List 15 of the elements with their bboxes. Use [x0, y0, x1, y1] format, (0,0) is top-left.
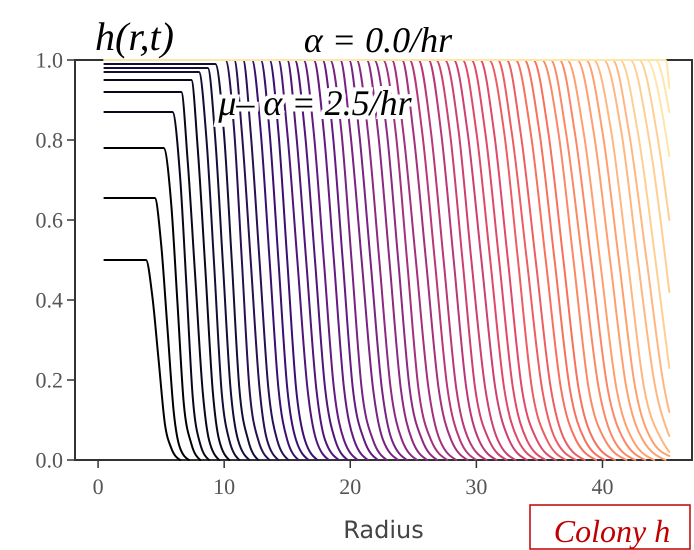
y-tick-label: 0.0	[36, 448, 63, 473]
x-tick-label: 20	[339, 474, 362, 499]
y-tick-label: 0.4	[36, 288, 63, 313]
x-tick-label: 0	[92, 474, 104, 499]
text: Colony h	[554, 513, 670, 549]
y-tick-label: 0.2	[36, 368, 63, 393]
y-tick-label: 0.6	[36, 208, 63, 233]
annotation: α = 0.0/hr	[304, 20, 454, 60]
x-axis-title: Radius	[343, 516, 424, 544]
y-axis-title: h(r,t)	[95, 14, 174, 59]
x-tick-label: 40	[591, 474, 614, 499]
y-tick-label: 0.8	[36, 128, 63, 153]
x-tick-label: 10	[213, 474, 236, 499]
y-tick-label: 1.0	[36, 48, 63, 73]
x-tick-label: 30	[465, 474, 488, 499]
